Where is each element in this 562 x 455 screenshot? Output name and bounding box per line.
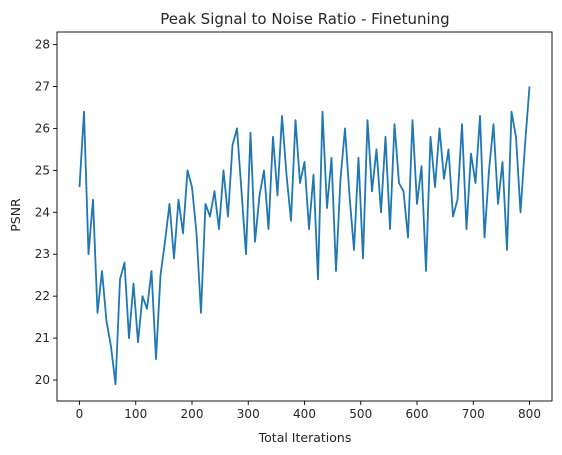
y-axis-label: PSNR (8, 198, 23, 232)
y-tick-label: 21 (35, 331, 50, 345)
x-tick-label: 0 (76, 407, 84, 421)
y-tick-label: 23 (35, 247, 50, 261)
x-tick-label: 100 (124, 407, 147, 421)
y-axis-ticks: 20 21 22 23 24 25 26 27 28 (35, 38, 57, 387)
x-axis-label: Total Iterations (258, 430, 352, 445)
x-tick-label: 800 (518, 407, 541, 421)
y-tick-label: 22 (35, 289, 50, 303)
chart-title: Peak Signal to Noise Ratio - Finetuning (160, 10, 449, 28)
y-tick-label: 26 (35, 121, 50, 135)
y-tick-label: 25 (35, 163, 50, 177)
y-tick-label: 20 (35, 373, 50, 387)
x-tick-label: 200 (181, 407, 204, 421)
y-tick-label: 24 (35, 205, 50, 219)
y-tick-label: 27 (35, 80, 50, 94)
plot-area (56, 31, 553, 402)
x-tick-label: 600 (406, 407, 429, 421)
x-tick-label: 300 (237, 407, 260, 421)
x-axis-ticks: 0 100 200 300 400 500 600 700 800 (76, 401, 541, 421)
y-tick-label: 28 (35, 38, 50, 52)
plot-frame (56, 31, 553, 402)
x-tick-label: 400 (293, 407, 316, 421)
x-tick-label: 500 (349, 407, 372, 421)
psnr-series-line (78, 86, 531, 386)
x-tick-label: 700 (462, 407, 485, 421)
